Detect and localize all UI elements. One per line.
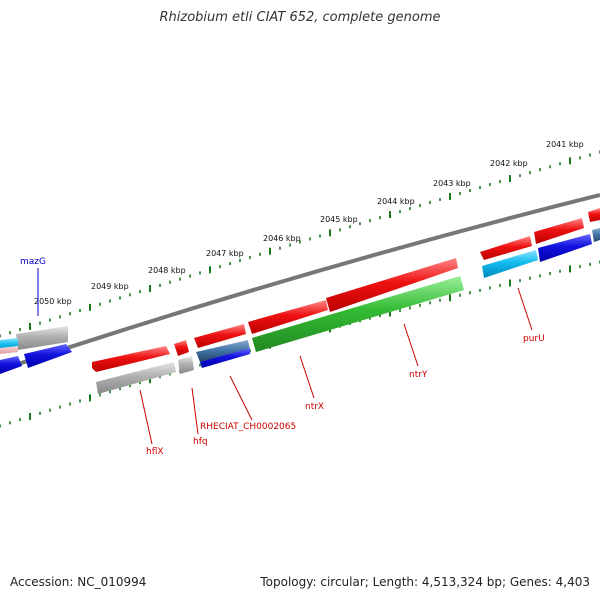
tick-label: 2048 kbp [148,266,186,275]
backbone-arc [0,193,600,372]
tick-label: 2045 kbp [320,215,358,224]
gene-feature[interactable] [534,218,584,244]
gene-label-hflX: hflX [146,447,164,457]
gene-feature[interactable] [174,340,189,356]
tick-label: 2043 kbp [433,179,471,188]
gene-feature[interactable] [200,348,250,368]
gene-feature[interactable] [0,356,22,374]
gene-feature[interactable] [194,324,246,348]
gene-feature[interactable] [196,340,250,362]
gene-label-hfq: hfq [193,437,208,447]
tick-label: 2049 kbp [91,282,129,291]
gene-feature[interactable] [16,326,68,350]
gene-label-purU: purU [523,334,545,344]
gene-labels: mazG hflX hfq RHECIAT_CH0002065 ntrX ntr… [20,257,545,457]
reverse-strand-features [0,228,600,394]
tick-label: 2050 kbp [34,297,72,306]
gene-feature[interactable] [96,362,176,394]
gene-feature[interactable] [480,236,532,260]
topology-text: Topology: circular; Length: 4,513,324 bp… [260,575,590,589]
label-leader-lines [37,268,533,445]
gene-feature[interactable] [0,346,18,354]
tick-label: 2042 kbp [490,159,528,168]
tick-label: 2047 kbp [206,249,244,258]
gene-label-ntrY: ntrY [409,370,428,380]
tick-label: 2044 kbp [377,197,415,206]
tick-labels: 2041 kbp 2042 kbp 2043 kbp 2044 kbp 2045 kbp… [34,140,584,306]
gene-feature[interactable] [592,228,600,242]
accession-text: Accession: NC_010994 [10,575,147,589]
gene-feature[interactable] [92,346,170,372]
inner-tick-track [0,260,600,428]
gene-label-ntrX: ntrX [305,402,324,412]
gene-feature[interactable] [252,276,464,352]
gene-feature[interactable] [326,258,458,312]
gene-feature[interactable] [538,234,592,262]
gene-feature[interactable] [482,250,538,278]
gene-feature[interactable] [588,208,600,222]
gene-feature[interactable] [178,356,194,374]
map-title: Rhizobium etli CIAT 652, complete genome [159,10,441,25]
tick-label: 2046 kbp [263,234,301,243]
gene-label-RHECIAT_CH0002065: RHECIAT_CH0002065 [200,422,296,432]
forward-strand-features [0,208,600,372]
tick-label: 2041 kbp [546,140,584,149]
gene-feature[interactable] [24,344,72,368]
gene-feature[interactable] [248,300,328,334]
outer-tick-track [0,150,600,338]
gene-label-mazG: mazG [20,257,46,267]
